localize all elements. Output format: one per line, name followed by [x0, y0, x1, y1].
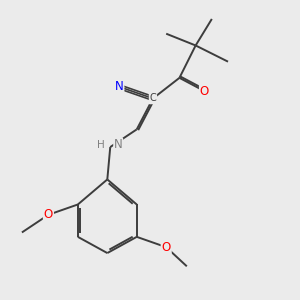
Text: O: O [162, 241, 171, 254]
Text: H: H [97, 140, 105, 150]
Text: N: N [114, 138, 122, 151]
Text: O: O [44, 208, 53, 221]
Text: C: C [150, 94, 156, 103]
Text: N: N [115, 80, 124, 93]
Text: O: O [200, 85, 209, 98]
